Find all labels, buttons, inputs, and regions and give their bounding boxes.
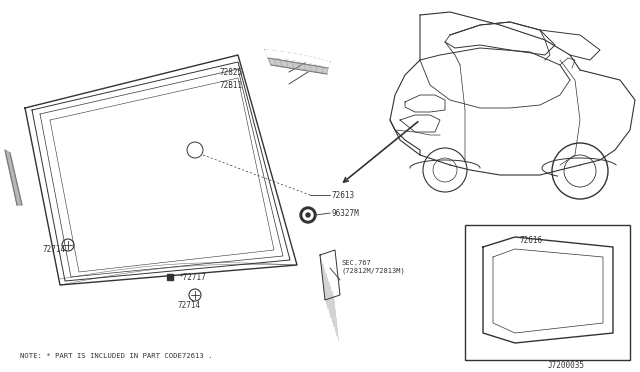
- Polygon shape: [268, 58, 328, 74]
- Circle shape: [306, 213, 310, 217]
- Text: SEC.767
(72812M/72813M): SEC.767 (72812M/72813M): [342, 260, 406, 273]
- Circle shape: [303, 210, 313, 220]
- Text: *72717: *72717: [178, 273, 205, 282]
- Text: 72613: 72613: [332, 191, 355, 200]
- Text: 72B11: 72B11: [220, 81, 243, 90]
- Text: 72616: 72616: [520, 236, 543, 245]
- Text: NOTE: * PART IS INCLUDED IN PART CODE72613 .: NOTE: * PART IS INCLUDED IN PART CODE726…: [20, 353, 212, 359]
- Text: 96327M: 96327M: [332, 209, 360, 218]
- Text: 72714: 72714: [178, 301, 201, 310]
- Polygon shape: [265, 50, 330, 67]
- Text: 72714: 72714: [42, 245, 65, 254]
- Text: J7200035: J7200035: [548, 361, 585, 370]
- Circle shape: [300, 207, 316, 223]
- Polygon shape: [5, 150, 22, 205]
- Bar: [465, 225, 630, 360]
- Polygon shape: [320, 250, 340, 300]
- Text: 72825: 72825: [220, 68, 243, 77]
